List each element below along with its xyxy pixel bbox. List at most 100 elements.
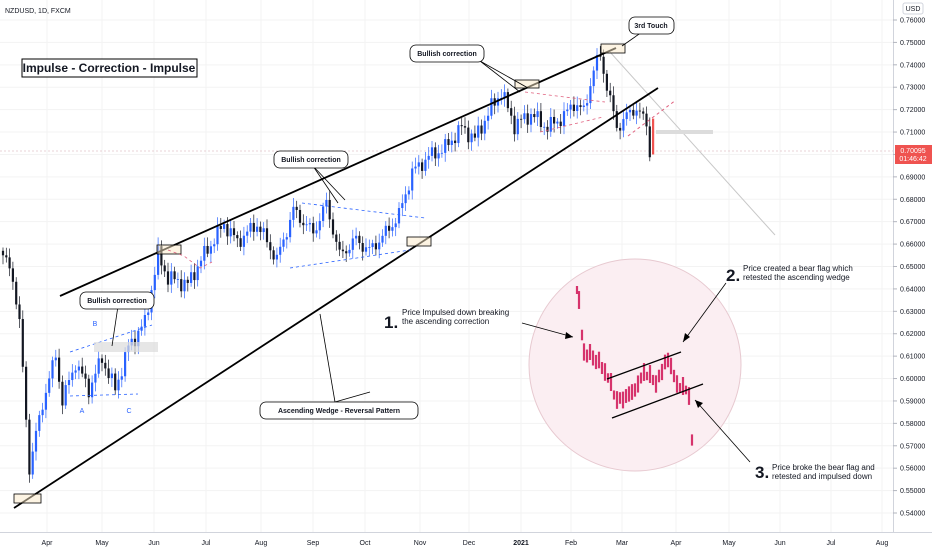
wave-label-a: A <box>80 408 85 415</box>
candle-body <box>239 238 242 247</box>
candle-body <box>569 104 572 110</box>
candle-body <box>34 430 38 452</box>
candle-body <box>335 234 338 242</box>
note-2: 2. Price created a bear flag which retes… <box>682 264 853 343</box>
candle-body <box>74 370 77 373</box>
candle-body <box>305 224 308 226</box>
candle-body <box>579 105 582 108</box>
zoom-candle <box>612 390 616 400</box>
candle-body <box>589 86 592 104</box>
candle-body <box>434 147 437 159</box>
candle-body <box>460 125 463 127</box>
support-zone <box>656 130 713 134</box>
candle-body <box>440 152 443 154</box>
candle-body <box>609 90 612 96</box>
month-label: Mar <box>616 540 629 547</box>
svg-text:3.: 3. <box>755 463 769 482</box>
candle-body <box>295 206 298 210</box>
zoom-candle <box>660 363 664 381</box>
callout-bullish-correction-1: Bullish correction <box>79 291 155 347</box>
candle-body <box>506 92 509 109</box>
correction-channel-2-top <box>301 202 426 219</box>
zoom-candle <box>663 354 667 370</box>
candle-body <box>483 120 486 134</box>
zoom-candle <box>669 357 673 375</box>
candle-body <box>54 357 57 361</box>
svg-text:Ascending Wedge - Reversal Pat: Ascending Wedge - Reversal Pattern <box>278 408 400 415</box>
month-label: 2021 <box>513 540 529 547</box>
candle-body <box>147 312 150 316</box>
svg-text:3rd Touch: 3rd Touch <box>634 23 667 30</box>
price-tick-label: 0.59000 <box>900 398 925 405</box>
candle-body <box>94 373 97 383</box>
candle-body <box>279 246 282 255</box>
candle-body <box>190 272 193 283</box>
candle-body <box>196 266 199 281</box>
candle-body <box>632 109 635 116</box>
candle-body <box>51 360 54 379</box>
wave-label-c: C <box>126 408 131 415</box>
month-label: Feb <box>565 540 577 547</box>
svg-text:1.: 1. <box>384 313 398 332</box>
wedge-lower-line <box>13 87 659 509</box>
price-grid <box>0 0 893 532</box>
candle-body <box>199 260 203 267</box>
svg-text:Bullish correction: Bullish correction <box>87 298 147 305</box>
wave-label-b: B <box>93 321 98 328</box>
zoom-candle <box>618 392 622 404</box>
price-tick-label: 0.66000 <box>900 242 925 249</box>
candle-body <box>417 162 420 167</box>
zoom-candle <box>597 351 601 369</box>
zoom-candle <box>639 372 643 384</box>
candle-body <box>84 373 87 379</box>
zoom-candle <box>678 383 682 393</box>
svg-text:0.70095: 0.70095 <box>900 148 925 155</box>
candle-body <box>523 113 526 120</box>
month-label: Dec <box>463 540 476 547</box>
note-3: 3. Price broke the bear flag and reteste… <box>694 399 875 482</box>
price-tick-label: 0.62000 <box>900 331 925 338</box>
candle-body <box>186 279 189 283</box>
last-price-tag: 0.70095 01:46:42 <box>895 145 932 164</box>
zoom-candle <box>577 291 581 309</box>
zoom-candle <box>585 349 589 363</box>
candle-body <box>513 115 516 135</box>
candle-body <box>391 227 394 231</box>
price-tick-label: 0.64000 <box>900 286 925 293</box>
candle-body <box>562 111 566 127</box>
zoom-candle <box>654 375 658 393</box>
candle-body <box>269 242 272 251</box>
candle-body <box>289 219 292 238</box>
candle-body <box>77 366 80 371</box>
candle-body <box>25 366 28 420</box>
zoom-candle <box>591 350 595 366</box>
candle-body <box>216 226 219 245</box>
candle-body <box>371 243 374 248</box>
candle-body <box>11 268 14 282</box>
candle-body <box>160 246 163 266</box>
price-tick-label: 0.74000 <box>900 62 925 69</box>
zoom-candle <box>681 377 685 395</box>
note-1: 1. Price Impulsed down breaking the asce… <box>384 308 574 339</box>
wedge-lower-extension <box>627 99 677 137</box>
candle-body <box>1 250 5 256</box>
candle-body <box>331 219 335 235</box>
svg-text:01:46:42: 01:46:42 <box>899 156 926 163</box>
candle-body <box>209 246 212 254</box>
price-tick-label: 0.63000 <box>900 309 925 316</box>
candle-body <box>140 326 143 331</box>
candle-body <box>259 226 262 233</box>
svg-text:Price Impulsed down breaking: Price Impulsed down breaking <box>402 308 509 317</box>
correction-channel-3-bottom <box>539 116 604 133</box>
candle-body <box>18 304 21 320</box>
month-label: May <box>722 540 736 547</box>
price-tick-label: 0.75000 <box>900 40 925 47</box>
candle-body <box>605 73 608 91</box>
candle-body <box>265 228 269 243</box>
candle-body <box>203 245 206 261</box>
candle-body <box>638 110 641 112</box>
month-label: Apr <box>42 540 54 547</box>
candle-body <box>282 239 285 247</box>
candle-body <box>467 127 470 143</box>
